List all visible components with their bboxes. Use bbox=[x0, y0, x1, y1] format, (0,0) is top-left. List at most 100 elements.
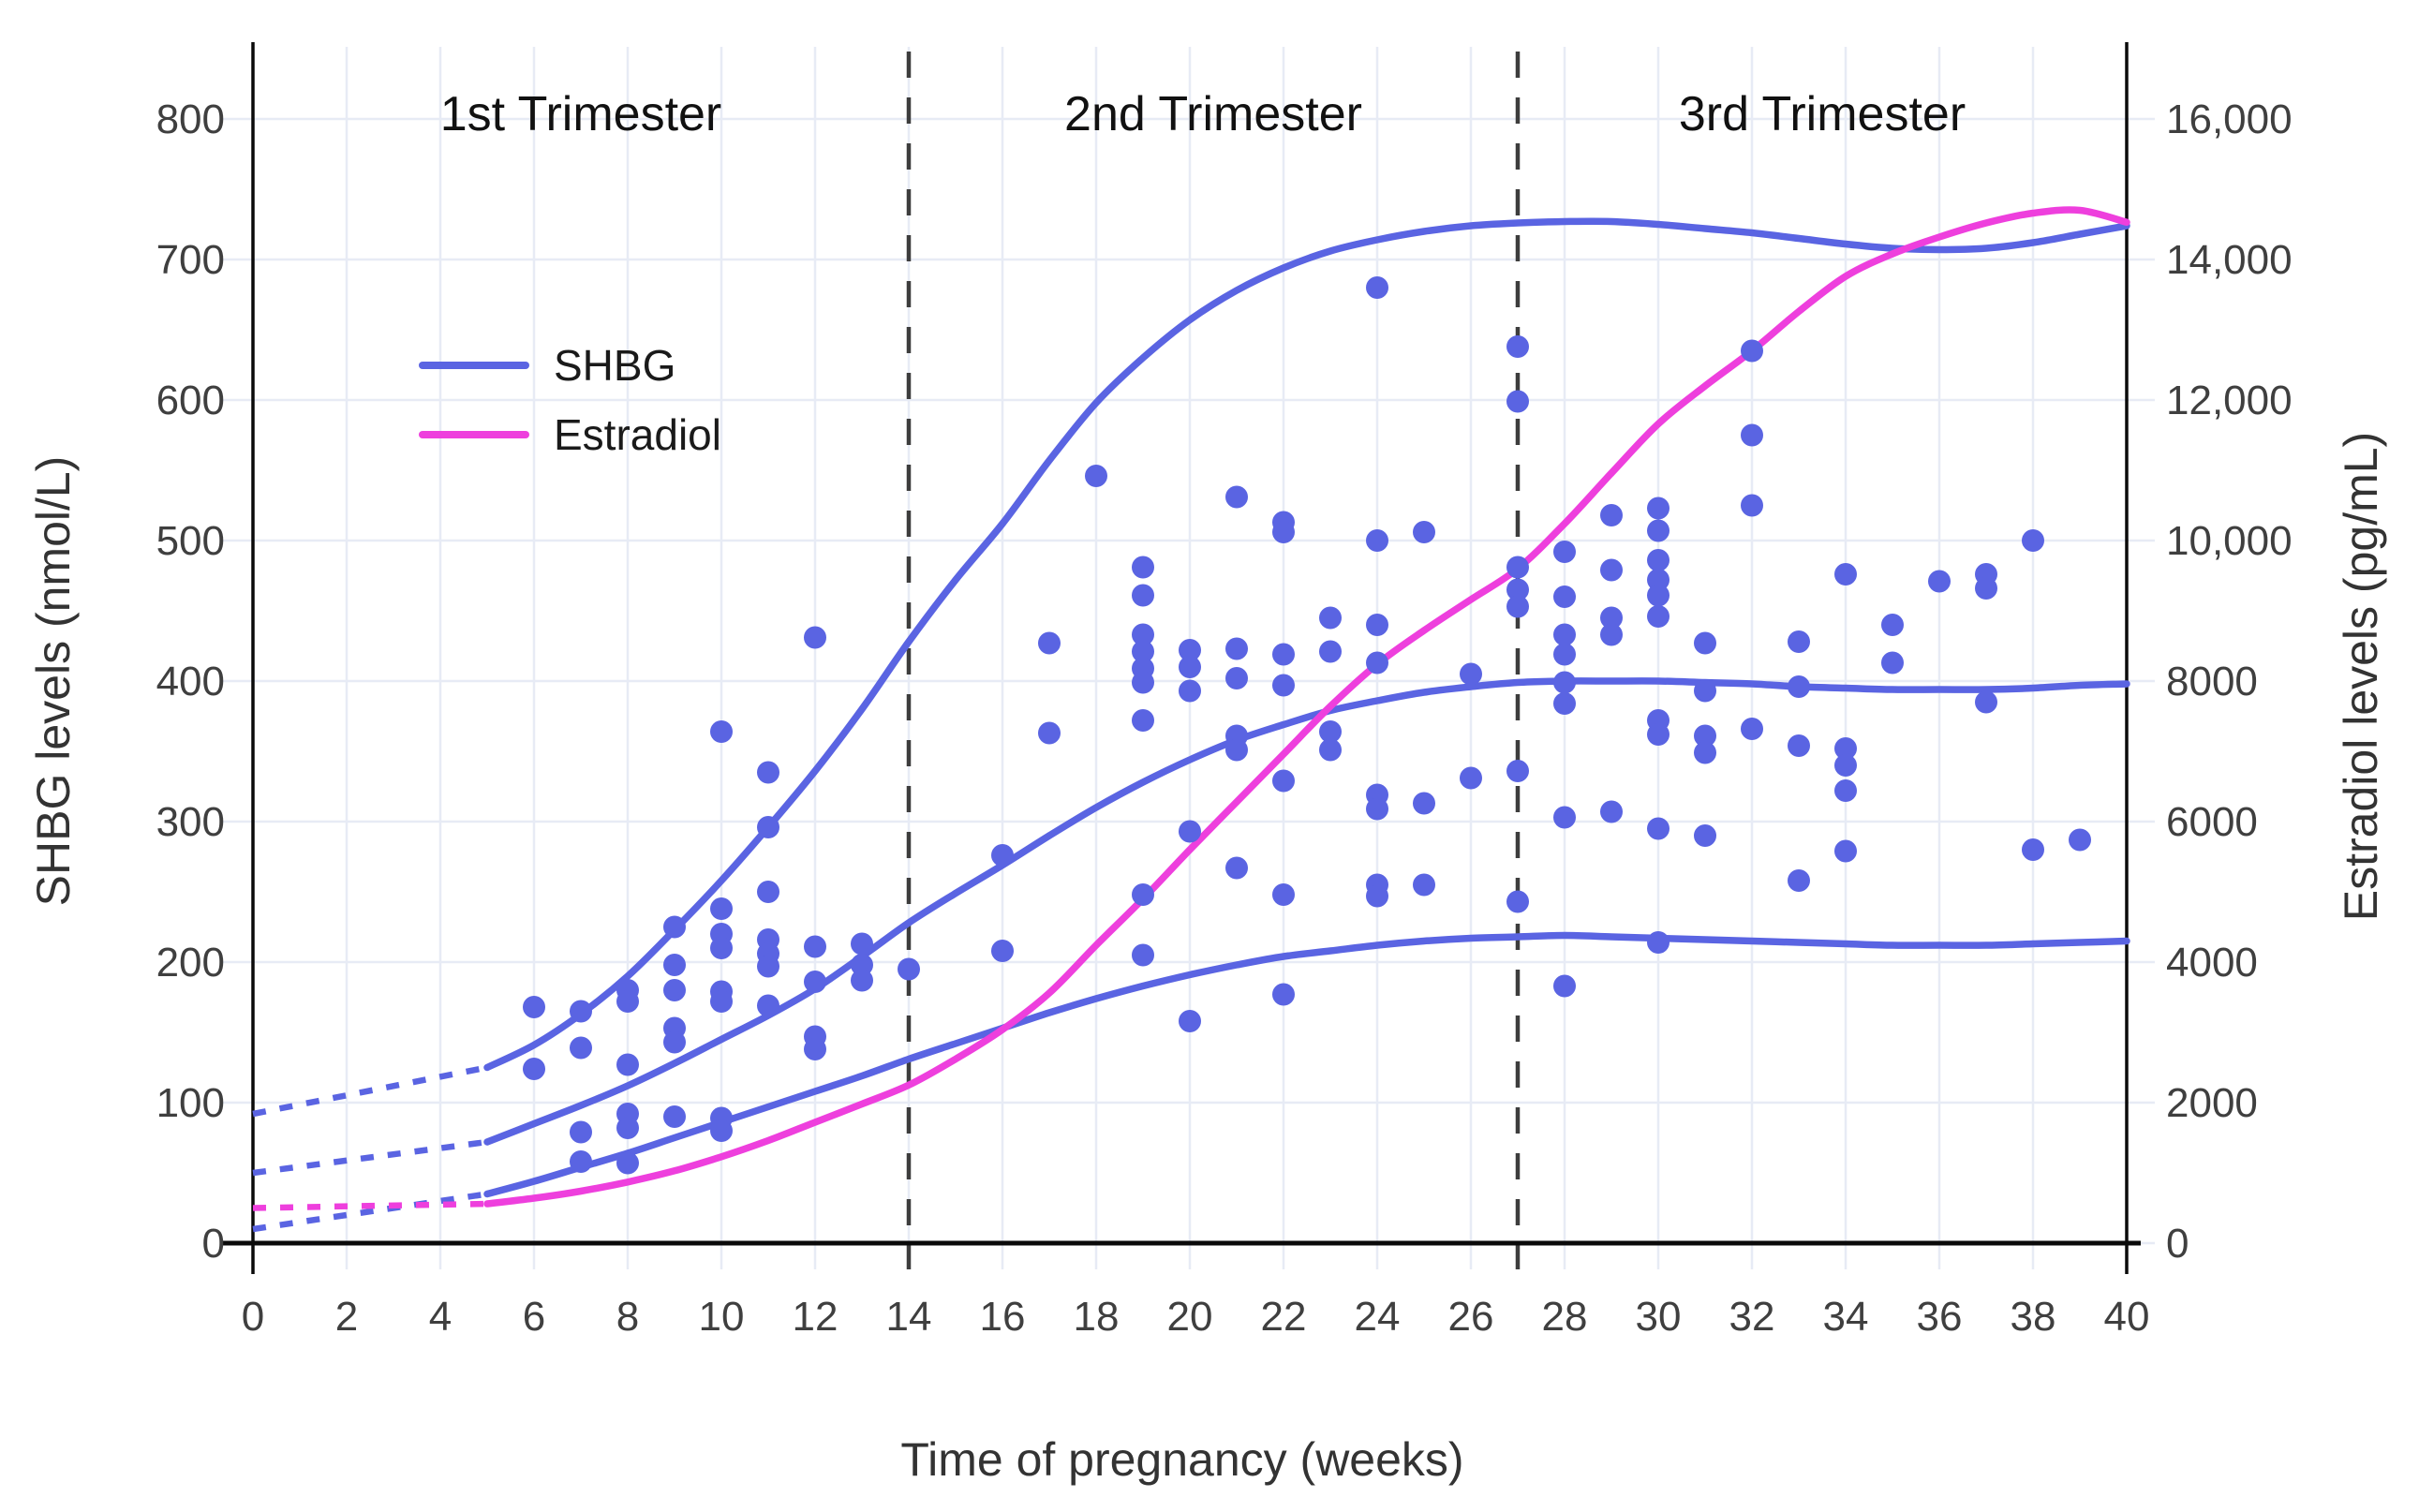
shbg-data-point bbox=[1132, 943, 1154, 967]
shbg-data-point bbox=[1179, 679, 1201, 703]
shbg-data-point bbox=[1225, 738, 1248, 762]
estradiol-line-swatch bbox=[419, 431, 529, 438]
shbg-data-point bbox=[1600, 623, 1623, 646]
shbg-data-point bbox=[663, 954, 686, 976]
shbg-data-point bbox=[1179, 1010, 1201, 1032]
shbg-data-point bbox=[1788, 630, 1810, 653]
shbg-data-point bbox=[1647, 723, 1670, 746]
shbg-data-point bbox=[523, 996, 545, 1018]
shbg-data-point bbox=[1553, 974, 1576, 998]
shbg-data-point bbox=[804, 971, 826, 993]
shbg-data-point bbox=[2022, 529, 2044, 552]
shbg-data-point bbox=[1506, 595, 1529, 618]
shbg-data-point bbox=[1741, 423, 1763, 447]
shbg-data-point bbox=[1132, 883, 1154, 906]
y-left-tick-label: 500 bbox=[156, 518, 225, 564]
shbg-data-point bbox=[1741, 339, 1763, 363]
x-tick-label: 26 bbox=[1448, 1294, 1494, 1340]
shbg-data-point bbox=[851, 969, 873, 992]
shbg-data-point bbox=[1834, 737, 1857, 760]
shbg-data-point bbox=[1928, 570, 1951, 593]
shbg-upper-reference-curve-dotted-lead bbox=[252, 1064, 488, 1118]
shbg-data-point bbox=[1132, 584, 1154, 607]
shbg-data-point bbox=[1506, 390, 1529, 413]
shbg-data-point bbox=[1413, 792, 1435, 815]
shbg-data-point bbox=[1647, 817, 1670, 840]
shbg-data-point bbox=[1413, 521, 1435, 543]
shbg-data-point bbox=[1460, 766, 1482, 790]
shbg-data-point bbox=[1272, 674, 1295, 697]
shbg-data-point bbox=[1506, 556, 1529, 579]
x-tick-label: 24 bbox=[1355, 1294, 1401, 1340]
estradiol-curve bbox=[483, 206, 2130, 1208]
shbg-data-point bbox=[710, 990, 733, 1013]
shbg-data-point bbox=[991, 844, 1014, 867]
shbg-data-point bbox=[570, 1150, 592, 1173]
shbg-data-point bbox=[1647, 931, 1670, 954]
shbg-data-point bbox=[710, 720, 733, 743]
y-left-tick-label: 300 bbox=[156, 799, 225, 845]
shbg-data-point bbox=[616, 990, 639, 1013]
x-tick-label: 40 bbox=[2104, 1294, 2150, 1340]
shbg-data-point bbox=[1553, 643, 1576, 666]
shbg-data-point bbox=[616, 1053, 639, 1076]
x-tick-label: 6 bbox=[523, 1294, 545, 1340]
x-tick-label: 30 bbox=[1636, 1294, 1682, 1340]
shbg-data-point bbox=[1506, 760, 1529, 782]
shbg-data-point bbox=[1694, 631, 1716, 655]
shbg-data-point bbox=[1553, 806, 1576, 829]
shbg-data-point bbox=[1834, 754, 1857, 777]
shbg-data-point bbox=[1366, 614, 1388, 636]
shbg-data-point bbox=[1694, 824, 1716, 847]
shbg-data-point bbox=[1975, 577, 1997, 600]
shbg-data-point bbox=[851, 954, 873, 976]
shbg-data-point bbox=[1647, 497, 1670, 520]
shbg-data-point bbox=[1788, 734, 1810, 757]
x-tick-label: 8 bbox=[616, 1294, 639, 1340]
shbg-data-point bbox=[1881, 651, 1904, 674]
shbg-data-point bbox=[757, 816, 779, 838]
shbg-data-point bbox=[1506, 335, 1529, 358]
shbg-data-point bbox=[1272, 521, 1295, 543]
shbg-data-point bbox=[2069, 828, 2091, 852]
shbg-data-point bbox=[1553, 623, 1576, 646]
shbg-data-point bbox=[1600, 558, 1623, 582]
shbg-data-point bbox=[1788, 675, 1810, 698]
y-right-tick-label: 4000 bbox=[2166, 940, 2258, 986]
x-tick-label: 20 bbox=[1167, 1294, 1213, 1340]
shbg-data-point bbox=[1225, 667, 1248, 689]
shbg-data-point bbox=[663, 1030, 686, 1054]
shbg-data-point bbox=[1366, 797, 1388, 821]
shbg-data-point bbox=[898, 957, 920, 981]
shbg-data-point bbox=[991, 940, 1014, 962]
shbg-data-point bbox=[570, 1000, 592, 1023]
shbg-data-point bbox=[1272, 983, 1295, 1006]
shbg-data-point bbox=[1366, 276, 1388, 299]
shbg-data-point bbox=[804, 1038, 826, 1060]
y-axis-title-left: SHBG levels (nmol/L) bbox=[27, 455, 80, 907]
shbg-data-point bbox=[1179, 639, 1201, 661]
shbg-data-point bbox=[1460, 662, 1482, 686]
shbg-data-point bbox=[1132, 709, 1154, 732]
legend-label-shbg: SHBG bbox=[554, 341, 676, 390]
shbg-data-point bbox=[523, 1058, 545, 1080]
shbg-data-point bbox=[1834, 779, 1857, 802]
x-tick-label: 38 bbox=[2011, 1294, 2056, 1340]
shbg-data-point bbox=[1225, 856, 1248, 880]
shbg-data-point bbox=[1741, 718, 1763, 740]
shbg-data-point bbox=[1366, 651, 1388, 674]
shbg-data-point bbox=[1319, 738, 1342, 762]
shbg-data-point bbox=[1272, 769, 1295, 793]
shbg-data-point bbox=[1647, 569, 1670, 591]
y-left-tick-label: 400 bbox=[156, 659, 225, 704]
x-tick-label: 10 bbox=[699, 1294, 745, 1340]
shbg-data-point bbox=[1600, 606, 1623, 630]
legend-item-estradiol: Estradiol bbox=[419, 408, 721, 461]
shbg-data-point bbox=[1366, 529, 1388, 552]
estradiol-curve-dotted-lead bbox=[252, 1200, 488, 1211]
shbg-upper-reference-curve bbox=[483, 217, 2130, 1072]
shbg-data-point bbox=[757, 955, 779, 978]
trimester-label-2: 2nd Trimester bbox=[1064, 87, 1362, 141]
shbg-data-point bbox=[1788, 869, 1810, 892]
y-right-tick-label: 10,000 bbox=[2166, 518, 2293, 564]
